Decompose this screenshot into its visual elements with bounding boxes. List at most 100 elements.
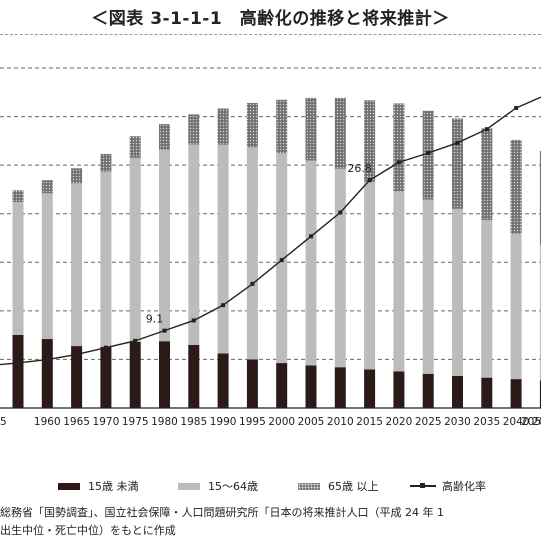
bar-working-age bbox=[12, 202, 24, 335]
bar-working-age bbox=[510, 233, 522, 380]
bar-under15 bbox=[539, 380, 541, 408]
x-tick-label: 1965 bbox=[63, 416, 90, 428]
bar-under15 bbox=[422, 373, 434, 408]
bar-65plus bbox=[276, 99, 288, 154]
x-tick-label: 1985 bbox=[180, 416, 207, 428]
x-tick-label: 1975 bbox=[122, 416, 149, 428]
aging-rate-point bbox=[133, 338, 138, 343]
bar-working-age bbox=[188, 144, 200, 345]
legend-item-working-age: 15～64歳 bbox=[178, 478, 258, 494]
x-tick-label: 2005 bbox=[298, 416, 325, 428]
bar-under15 bbox=[12, 334, 24, 408]
data-label: 26.8 bbox=[347, 162, 372, 175]
bar-under15 bbox=[71, 346, 83, 408]
population-chart: 9.1 26.8 5 1960 1965 1970 1975 1980 1985 1990 1995… bbox=[0, 67, 541, 428]
bar-under15 bbox=[452, 375, 463, 408]
aging-rate-point bbox=[191, 318, 196, 323]
bar-65plus bbox=[481, 128, 493, 221]
aging-rate-point bbox=[367, 178, 372, 183]
aging-rate-point bbox=[426, 151, 431, 155]
bar-working-age bbox=[41, 193, 53, 340]
chart-legend: 15歳 未満 15～64歳 65歳 以上 高齢化率 bbox=[0, 478, 541, 494]
bar-65plus bbox=[422, 110, 434, 200]
legend-item-65plus: 65歳 以上 bbox=[298, 478, 379, 494]
bar-65plus bbox=[100, 153, 112, 172]
source-note: 総務省「国勢調査」、国立社会保障・人口問題研究所「日本の将来推計人口（平成 24… bbox=[0, 504, 541, 540]
aging-rate-point bbox=[279, 258, 284, 263]
x-tick-label: 1995 bbox=[239, 416, 266, 428]
bar-65plus bbox=[539, 151, 541, 245]
bar-working-age bbox=[246, 147, 258, 360]
legend-item-aging-rate: 高齢化率 bbox=[410, 478, 486, 494]
data-label: 9.1 bbox=[146, 313, 164, 326]
x-tick-label: 1970 bbox=[93, 416, 120, 428]
bar-under15 bbox=[159, 341, 170, 408]
legend-item-under15: 15歳 未満 bbox=[58, 478, 139, 494]
aging-rate-point bbox=[396, 160, 401, 165]
bar-under15 bbox=[188, 344, 200, 408]
bar-working-age bbox=[452, 208, 463, 376]
bar-65plus bbox=[305, 97, 317, 161]
bar-65plus bbox=[452, 118, 463, 209]
aging-rate-point bbox=[16, 360, 20, 365]
bar-65plus bbox=[510, 139, 522, 234]
title-divider bbox=[0, 34, 541, 35]
bar-65plus bbox=[188, 114, 200, 145]
bar-under15 bbox=[393, 371, 405, 408]
x-tick-label: 5 bbox=[0, 416, 7, 428]
bar-working-age bbox=[159, 149, 170, 342]
aging-rate-point bbox=[74, 352, 79, 357]
bar-65plus bbox=[129, 136, 141, 158]
x-tick-label: 2045 bbox=[532, 416, 541, 428]
aging-rate-point bbox=[455, 140, 460, 145]
x-tick-label: 1960 bbox=[34, 416, 61, 428]
bar-working-age bbox=[539, 244, 541, 381]
aging-rate-point bbox=[45, 357, 50, 362]
bar-under15 bbox=[41, 339, 53, 408]
x-tick-label: 2000 bbox=[268, 416, 295, 428]
bar-65plus bbox=[364, 100, 376, 182]
aging-rate-point bbox=[514, 105, 519, 110]
bar-65plus bbox=[41, 180, 53, 194]
bar-under15 bbox=[364, 369, 376, 408]
bar-under15 bbox=[100, 346, 112, 408]
legend-label-under15: 15歳 未満 bbox=[88, 480, 139, 493]
bar-65plus bbox=[334, 97, 346, 169]
legend-swatch-65plus bbox=[298, 482, 320, 490]
bar-65plus bbox=[12, 190, 24, 203]
bar-65plus bbox=[71, 168, 83, 184]
aging-rate-point bbox=[309, 234, 313, 239]
bar-under15 bbox=[481, 377, 493, 408]
legend-swatch-aging-rate bbox=[410, 483, 436, 488]
bar-under15 bbox=[217, 353, 229, 408]
aging-rate-point bbox=[250, 281, 255, 286]
bar-working-age bbox=[129, 157, 141, 342]
legend-label-working-age: 15～64歳 bbox=[208, 480, 258, 493]
x-tick-label: 2025 bbox=[415, 416, 442, 428]
bar-under15 bbox=[334, 367, 346, 408]
bar-65plus bbox=[246, 102, 258, 148]
bar-under15 bbox=[129, 341, 141, 408]
x-tick-label: 2015 bbox=[356, 416, 383, 428]
bar-working-age bbox=[100, 171, 112, 347]
source-line-1: 総務省「国勢調査」、国立社会保障・人口問題研究所「日本の将来推計人口（平成 24… bbox=[0, 506, 444, 519]
aging-rate-point bbox=[338, 210, 343, 215]
bar-65plus bbox=[159, 124, 170, 150]
bar-working-age bbox=[422, 199, 434, 374]
legend-swatch-working-age bbox=[178, 482, 200, 490]
bar-65plus bbox=[393, 103, 405, 192]
bar-working-age bbox=[481, 220, 493, 378]
x-tick-label: 205 bbox=[521, 416, 541, 428]
bar-working-age bbox=[393, 191, 405, 372]
bar-working-age bbox=[334, 168, 346, 368]
bar-under15 bbox=[276, 363, 288, 408]
x-tick-label: 2030 bbox=[444, 416, 471, 428]
bar-65plus bbox=[217, 108, 229, 145]
bar-under15 bbox=[510, 379, 522, 408]
x-tick-label: 2020 bbox=[386, 416, 413, 428]
legend-label-65plus: 65歳 以上 bbox=[328, 480, 379, 493]
bar-working-age bbox=[364, 181, 376, 370]
aging-rate-point bbox=[484, 127, 489, 132]
x-tick-label: 2040 bbox=[503, 416, 530, 428]
bar-under15 bbox=[246, 359, 258, 408]
